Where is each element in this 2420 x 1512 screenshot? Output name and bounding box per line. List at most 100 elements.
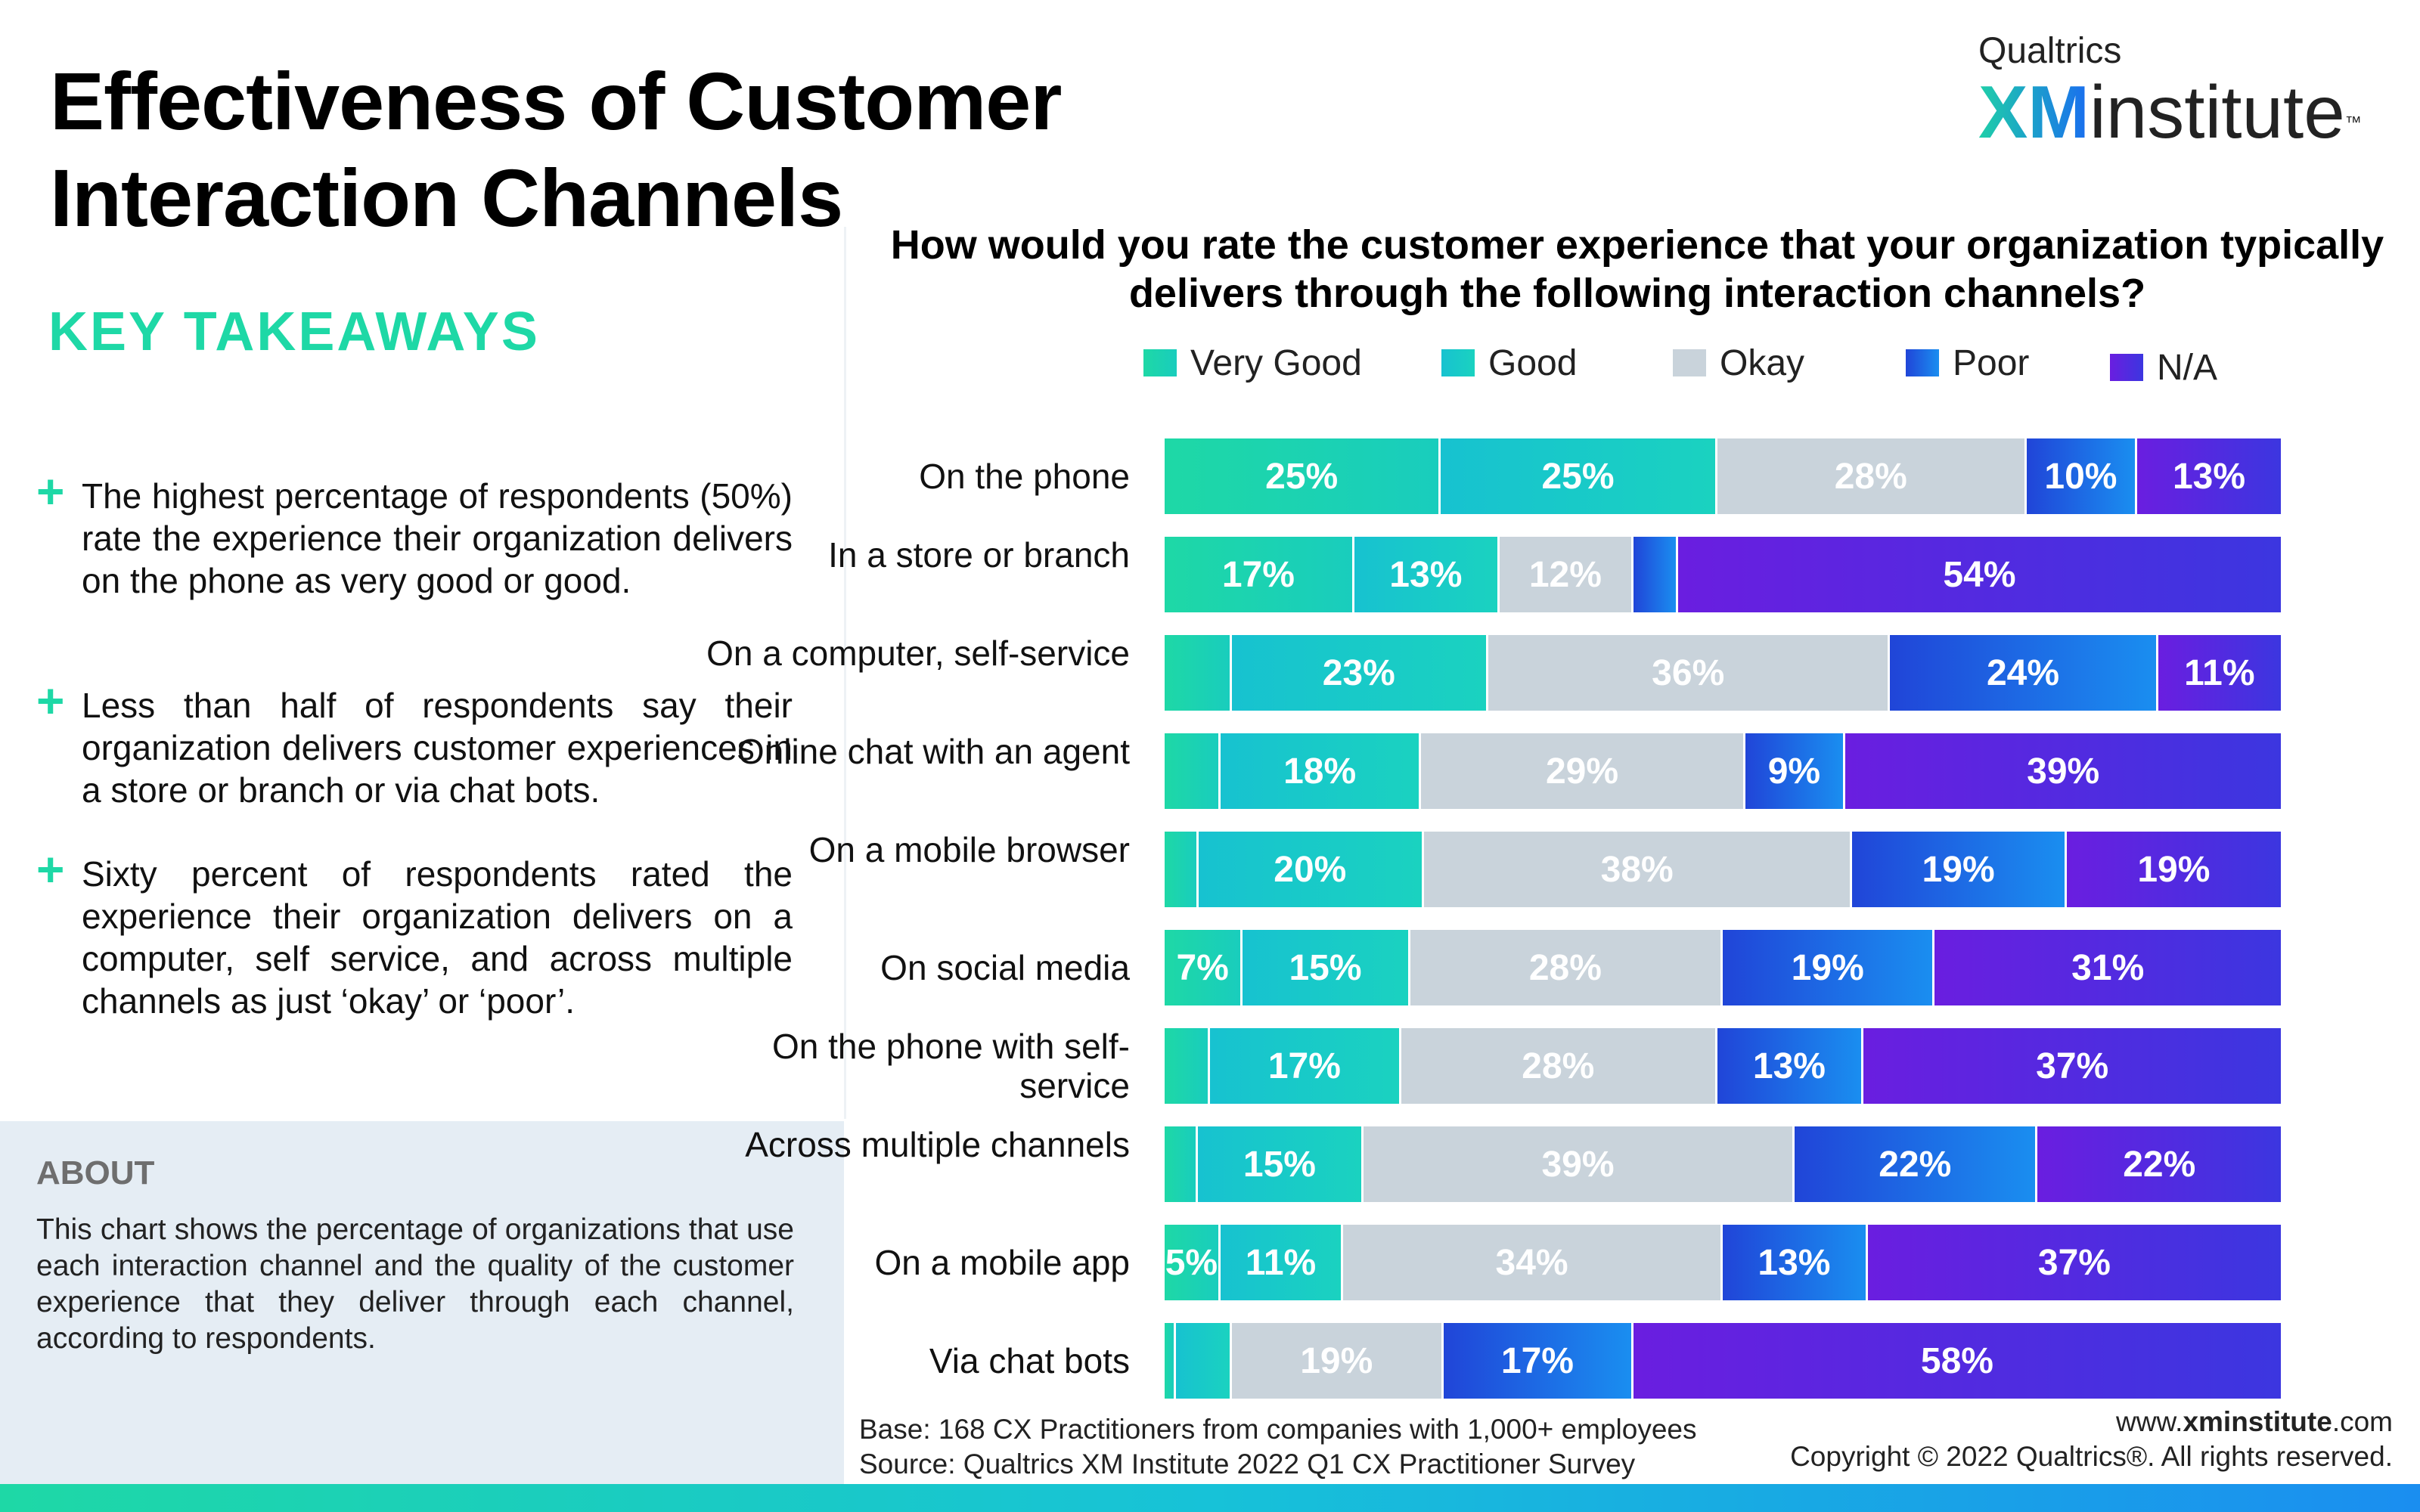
data-label: 20% (1274, 849, 1347, 890)
legend-label: Okay (1720, 342, 1805, 383)
data-label: 22% (2123, 1144, 2196, 1185)
data-label: 17% (1500, 1340, 1574, 1381)
plus-icon: + (36, 674, 65, 728)
bar-segment-na: 54% (1677, 537, 2281, 612)
data-label: 54% (1943, 554, 2016, 595)
bar-segment-good: 17% (1209, 1028, 1402, 1104)
data-label: 28% (1528, 947, 1602, 988)
data-label: 22% (1879, 1144, 1952, 1185)
bar-segment-poor: 19% (1852, 832, 2067, 907)
data-label: 7% (1176, 947, 1229, 988)
bar-segment-na: 58% (1633, 1323, 2281, 1399)
legend-item-na: N/A (2110, 345, 2217, 390)
bar-segment-na: 37% (1863, 1028, 2281, 1104)
bottom-gradient-bar (0, 1484, 2420, 1512)
bar-segment-okay: 28% (1401, 1028, 1717, 1104)
bar-segment-poor: 13% (1723, 1225, 1868, 1300)
data-label: 13% (1752, 1046, 1826, 1086)
about-heading: ABOUT (36, 1154, 155, 1191)
data-label: 15% (1243, 1144, 1316, 1185)
takeaway-item: + The highest percentage of respondents … (36, 467, 793, 602)
chart-title: How would you rate the customer experien… (890, 222, 2384, 316)
category-label: On social media (880, 948, 1130, 987)
category-label: Via chat bots (929, 1341, 1130, 1380)
data-label: 37% (2036, 1046, 2109, 1086)
chart-row: On a mobile app 5% 11% 34% 13% 37% (0, 1225, 2420, 1300)
bar-segment-na: 37% (1867, 1225, 2281, 1300)
copyright: Copyright © 2022 Qualtrics®. All rights … (1790, 1441, 2393, 1472)
data-label: 11% (1245, 1242, 1317, 1283)
bar-segment-very-good (1165, 635, 1232, 711)
chart-row: On a computer, self-service 23% 36% 24% 11% (0, 634, 2420, 711)
bar-segment-okay: 28% (1410, 930, 1723, 1005)
legend-item-very-good: Very Good (1143, 340, 1362, 386)
legend-swatch (1143, 349, 1177, 376)
category-label: In a store or branch (828, 535, 1130, 575)
takeaway-text: Less than half of respondents say their … (82, 686, 793, 810)
bar-segment-very-good: 25% (1165, 438, 1441, 514)
website-link[interactable]: www.xminstitute.com (1790, 1405, 2393, 1439)
bar-segment-poor: 10% (2026, 438, 2137, 514)
legend-swatch (2110, 354, 2143, 381)
bar-segment-poor (1633, 537, 1678, 612)
bar-segment-okay: 19% (1231, 1323, 1444, 1399)
data-label: 11% (2184, 652, 2255, 693)
category-label: Online chat with an agent (737, 732, 1130, 771)
bar-segment-very-good (1165, 733, 1221, 809)
bar-segment-very-good: 5% (1165, 1225, 1221, 1300)
logo-brand-line: Qualtrics (1978, 31, 2122, 71)
data-label: 19% (1300, 1340, 1373, 1381)
bar-segment-na: 19% (2066, 832, 2281, 907)
category-label: Across multiple channels (745, 1125, 1130, 1164)
bar-segment-very-good (1165, 1126, 1198, 1202)
data-label: 10% (2044, 456, 2118, 497)
data-label: 13% (1758, 1242, 1831, 1283)
data-label: 31% (2071, 947, 2145, 988)
takeaway-item: + Sixty percent of respondents rated the… (36, 845, 793, 1022)
website-suffix: .com (2332, 1406, 2393, 1437)
bar-segment-poor: 9% (1745, 733, 1846, 809)
category-label: On the phone (919, 457, 1130, 496)
bar-segment-very-good (1165, 1323, 1176, 1399)
takeaway-text: Sixty percent of respondents rated the e… (82, 854, 793, 1021)
takeaway-item: + Less than half of respondents say thei… (36, 677, 793, 811)
legend-item-good: Good (1441, 340, 1577, 386)
about-panel: ABOUT This chart shows the percentage of… (0, 1121, 844, 1484)
data-label: 25% (1541, 456, 1615, 497)
bar-segment-poor: 22% (1794, 1126, 2038, 1202)
data-label: 13% (2172, 456, 2246, 497)
category-label: On a mobile app (874, 1243, 1130, 1282)
data-label: 12% (1528, 554, 1602, 595)
data-label: 19% (2137, 849, 2211, 890)
footnote: Base: 168 CX Practitioners from companie… (859, 1412, 1696, 1482)
bar-segment-poor: 24% (1890, 635, 2158, 711)
website-name: xminstitute (2183, 1406, 2332, 1437)
plus-icon: + (36, 464, 65, 519)
bar-segment-poor: 19% (1723, 930, 1935, 1005)
footnote-base: Base: 168 CX Practitioners from companie… (859, 1414, 1697, 1445)
logo-wordmark: XMinstitute™ (1978, 74, 2362, 150)
vertical-divider (844, 227, 846, 1119)
bar-segment-good: 23% (1231, 635, 1489, 711)
chart-row: Online chat with an agent 18% 29% 9% 39% (0, 732, 2420, 809)
bar-segment-na: 31% (1934, 930, 2281, 1005)
legend-item-okay: Okay (1673, 340, 1804, 386)
about-text: This chart shows the percentage of organ… (36, 1213, 794, 1355)
takeaway-text: The highest percentage of respondents (5… (82, 476, 793, 600)
bar-segment-okay: 28% (1717, 438, 2027, 514)
data-label: 34% (1495, 1242, 1568, 1283)
bar-segment-poor: 17% (1444, 1323, 1634, 1399)
logo-trademark: ™ (2344, 113, 2362, 132)
bar-segment-okay: 36% (1488, 635, 1891, 711)
bar-segment-very-good (1165, 1028, 1210, 1104)
bar-segment-poor: 13% (1717, 1028, 1864, 1104)
bar-segment-good (1175, 1323, 1232, 1399)
data-label: 15% (1289, 947, 1362, 988)
bar-segment-good: 15% (1243, 930, 1410, 1005)
bar-segment-very-good: 17% (1165, 537, 1354, 612)
bar-segment-good: 25% (1441, 438, 1717, 514)
category-label: On the phone with self-service (771, 1027, 1130, 1105)
bar-segment-na: 13% (2137, 438, 2281, 514)
bar-segment-good: 18% (1220, 733, 1422, 809)
data-label: 28% (1834, 456, 1907, 497)
